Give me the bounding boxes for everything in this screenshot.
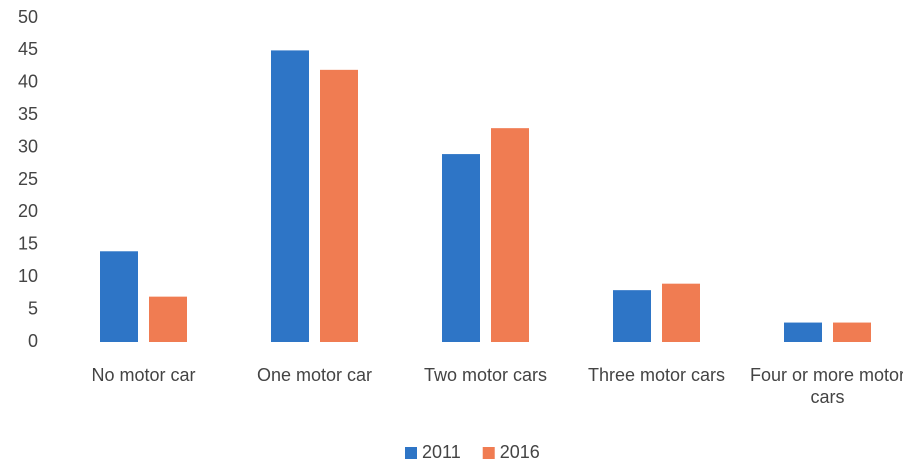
- x-tick-label: No motor car: [91, 365, 196, 385]
- bar: [149, 296, 187, 342]
- y-tick-label: 15: [18, 234, 38, 254]
- y-tick-label: 30: [18, 136, 38, 156]
- x-tick-label: Four or more motor cars: [749, 365, 903, 407]
- legend-swatch: [482, 447, 495, 459]
- bar: [271, 50, 309, 343]
- bar: [784, 322, 822, 342]
- bar: [100, 251, 138, 342]
- bar: [320, 69, 358, 342]
- y-tick-label: 10: [18, 266, 38, 286]
- x-tick-label: Two motor cars: [423, 365, 548, 385]
- bar: [613, 290, 651, 342]
- y-tick-label: 20: [18, 201, 38, 221]
- bar: [442, 154, 480, 342]
- y-tick-label: 25: [18, 169, 38, 189]
- y-tick-label: 0: [28, 331, 38, 351]
- legend-swatch: [405, 447, 417, 459]
- bar: [833, 322, 871, 342]
- x-tick-label: Three motor cars: [587, 365, 726, 385]
- y-tick-label: 50: [18, 7, 38, 27]
- bar: [491, 128, 529, 342]
- y-tick-label: 40: [18, 72, 38, 92]
- y-tick-label: 35: [18, 104, 38, 124]
- legend-label: 2011: [422, 442, 461, 462]
- x-tick-label: One motor car: [256, 365, 373, 385]
- legend-label: 2016: [500, 442, 540, 462]
- y-tick-label: 45: [18, 39, 38, 59]
- bar: [662, 283, 700, 342]
- y-tick-label: 5: [28, 298, 38, 318]
